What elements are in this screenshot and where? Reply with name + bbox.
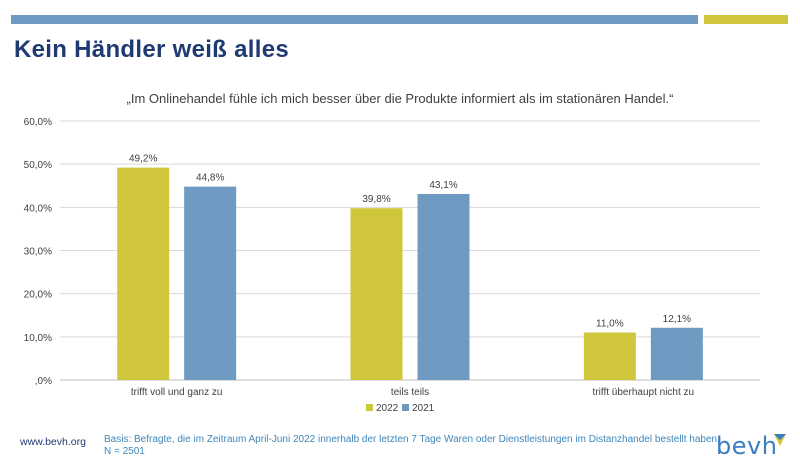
bar-2022-1 (117, 167, 170, 380)
data-label: 12,1% (663, 314, 691, 325)
bevh-logo: bevh (716, 430, 788, 462)
x-category-label: teils teils (391, 387, 429, 398)
legend-swatch (402, 404, 409, 411)
x-category-label: trifft voll und ganz zu (131, 387, 223, 398)
logo-text: bevh (716, 432, 778, 460)
data-label: 11,0% (596, 319, 624, 330)
data-label: 44,8% (196, 173, 224, 184)
slide-title: Kein Händler weiß alles (14, 36, 289, 63)
footer-url[interactable]: www.bevh.org (20, 436, 86, 448)
logo-mark-icon (774, 434, 786, 446)
y-tick-label: 10,0% (24, 333, 52, 344)
data-label: 39,8% (362, 194, 390, 205)
bar-2022-3 (583, 332, 636, 380)
legend-label: 2022 (376, 403, 399, 414)
bar-2021-1 (184, 186, 237, 380)
y-tick-label: 20,0% (24, 290, 52, 301)
chart-title: „Im Onlinehandel fühle ich mich besser ü… (126, 91, 674, 106)
bar-2022-2 (350, 208, 403, 380)
footer-note: Basis: Befragte, die im Zeitraum April-J… (104, 434, 720, 458)
top-accent-bar-blue (11, 15, 698, 24)
footer-note-sample-size: N = 2501 (104, 446, 145, 457)
y-tick-label: 40,0% (24, 203, 52, 214)
y-tick-label: ,0% (35, 376, 52, 387)
data-label: 43,1% (429, 180, 457, 191)
y-tick-label: 60,0% (24, 117, 52, 128)
x-category-label: trifft überhaupt nicht zu (593, 387, 695, 398)
y-tick-label: 50,0% (24, 160, 52, 171)
footer-note-basis: Basis: Befragte, die im Zeitraum April-J… (104, 434, 720, 445)
top-accent-bar-yellow (704, 15, 788, 24)
legend-label: 2021 (412, 403, 435, 414)
legend-swatch (366, 404, 373, 411)
bar-2021-2 (417, 193, 470, 380)
data-label: 49,2% (129, 154, 157, 165)
y-tick-label: 30,0% (24, 247, 52, 258)
bar-chart: ,0% 10,0% 20,0% 30,0% 40,0% 50,0% 60,0% 49,2% 44… (24, 117, 760, 414)
bar-2021-3 (650, 327, 703, 380)
